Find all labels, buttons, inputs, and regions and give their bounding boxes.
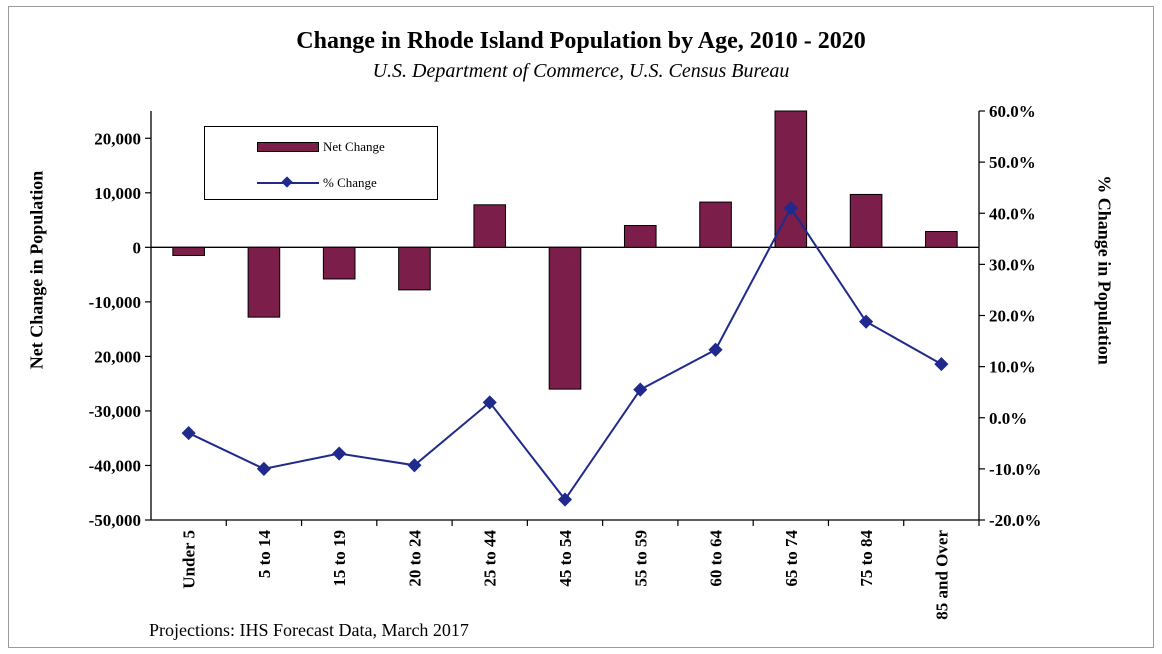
footnote: Projections: IHS Forecast Data, March 20… [149,620,469,640]
bar [849,193,883,248]
x-tick-label: 60 to 64 [707,530,726,587]
y2-tick-label: 60.0% [989,102,1036,121]
x-tick-label: 5 to 14 [255,530,274,579]
y-tick-label: -10,000 [89,293,141,312]
y-tick-label: -40,000 [89,456,141,475]
line-point [332,446,347,461]
y2-tick-label: 0.0% [989,409,1027,428]
y-tick-label: 10,000 [94,184,141,203]
y-axis-title: Net Change in Population [26,170,47,370]
x-tick-label: 15 to 19 [330,530,349,587]
bar [548,246,582,390]
x-tick-label: 20 to 24 [405,530,424,587]
line-point [181,426,196,441]
y-tick-label: 20,000 [94,347,141,366]
chart-title: Change in Rhode Island Population by Age… [296,28,866,54]
x-tick-label: 85 and Over [932,530,951,620]
bar [623,225,657,248]
legend: Net Change % Change [204,126,438,200]
line-point [633,382,648,397]
x-tick-label: 75 to 84 [857,530,876,587]
x-tick-label: 45 to 54 [556,530,575,587]
line-point [708,342,723,357]
line-point [256,461,271,476]
y-tick-label: 0 [133,238,142,257]
line-point [934,356,949,372]
y2-tick-label: 10.0% [989,358,1036,377]
bar [398,246,431,291]
y2-tick-label: 20.0% [989,307,1036,326]
legend-line-swatch [257,178,319,188]
bar [247,246,281,318]
chart-frame [8,6,1154,648]
line-point [482,395,497,410]
chart-subtitle: U.S. Department of Commerce, U.S. Census… [372,60,790,82]
y-tick-label: -30,000 [89,402,141,421]
x-tick-label: 25 to 44 [481,530,500,587]
y-tick-label: -50,000 [89,511,141,530]
x-tick-label: 55 to 59 [631,530,650,587]
legend-bar-swatch [257,142,319,152]
y2-tick-label: -20.0% [989,511,1041,530]
line-point [557,492,573,507]
legend-label-bar: Net Change [323,139,385,154]
y2-tick-label: 50.0% [989,153,1036,172]
x-tick-label: Under 5 [180,530,199,589]
bar [925,231,958,248]
bar [699,201,732,248]
bar [322,246,356,280]
line-point [783,201,798,216]
y2-tick-label: 30.0% [989,255,1036,274]
line-point [859,314,874,329]
legend-item-bar: Net Change [205,137,385,157]
legend-label-line: % Change [323,175,377,190]
y2-axis-title: % Change in Population [1094,175,1115,365]
bar [473,204,507,248]
line-point [407,458,422,473]
y2-tick-label: 40.0% [989,204,1036,223]
bar [172,246,205,257]
legend-item-line: % Change [205,173,377,193]
y2-tick-label: -10.0% [989,460,1041,479]
y-tick-label: 20,000 [94,129,141,148]
x-tick-label: 65 to 74 [782,530,801,587]
